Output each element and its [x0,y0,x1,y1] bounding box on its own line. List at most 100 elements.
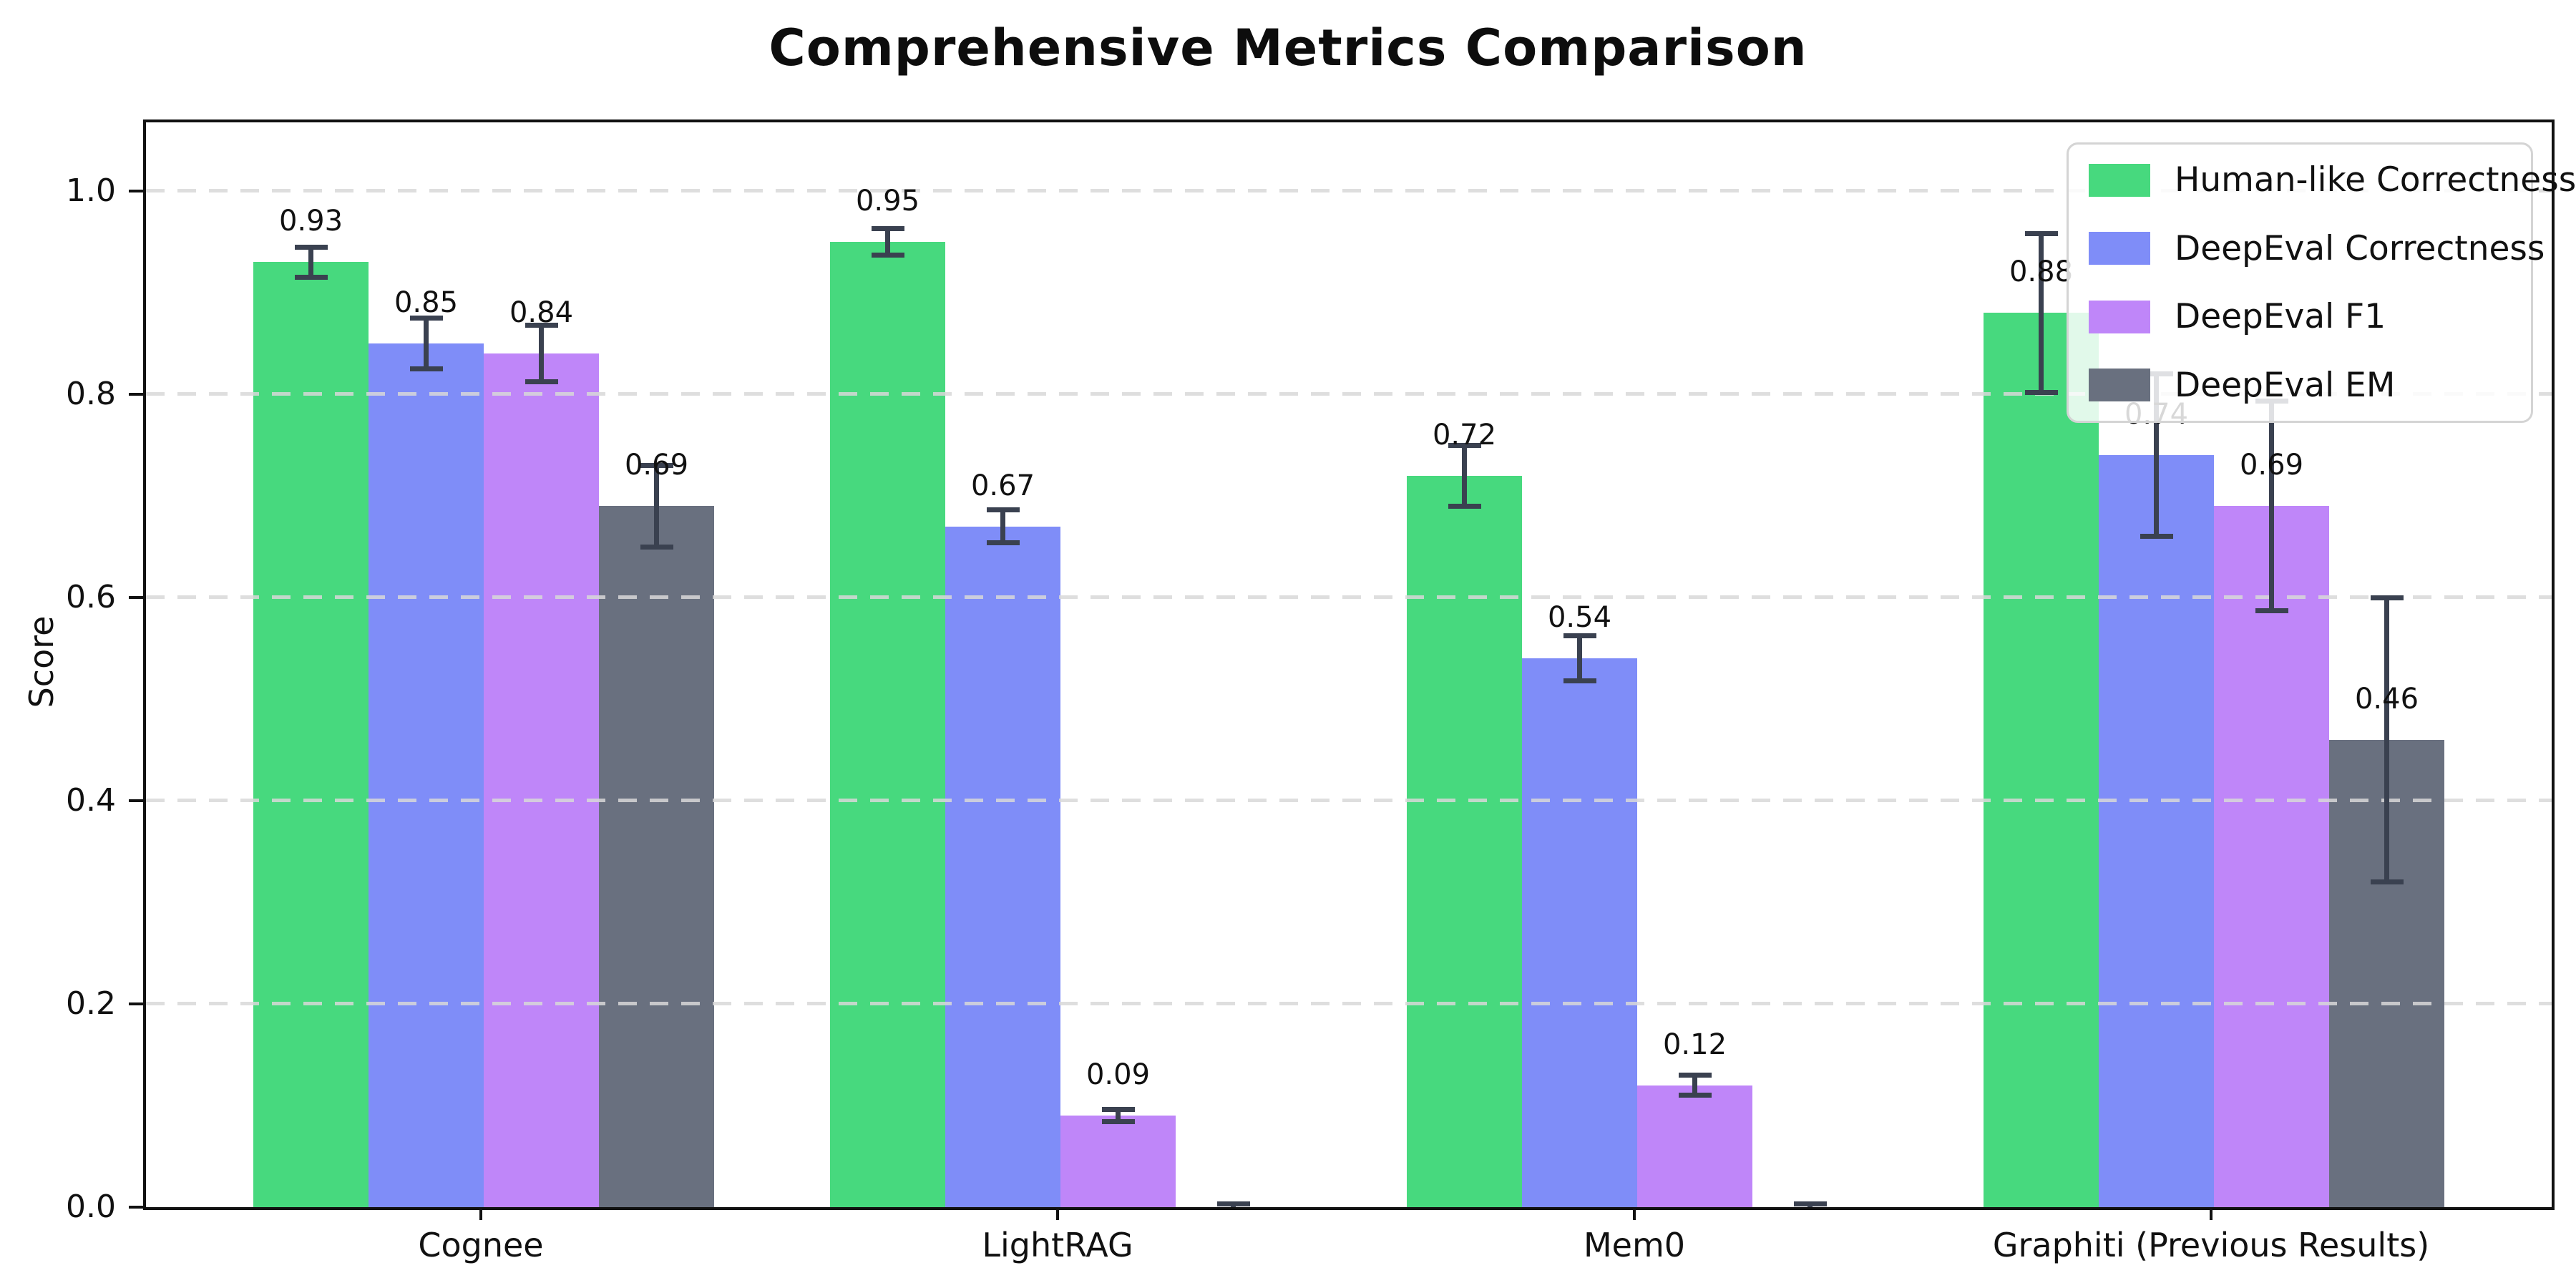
error-bar-cap-bottom [640,544,673,550]
bar-value-label: 0.54 [1547,601,1612,635]
legend-label: Human-like Correctness [2175,160,2576,200]
error-bar-line [2039,233,2044,393]
bar [1984,313,2099,1207]
x-tick-label: Cognee [418,1226,544,1264]
y-tick [129,595,143,599]
error-bar-cap-top [1678,1072,1712,1078]
error-bar-line [1000,509,1005,543]
bar-value-label: 0.93 [278,205,343,238]
bar [945,526,1060,1207]
x-tick [2210,1207,2212,1220]
error-bar-line [424,318,429,369]
legend-item: DeepEval F1 [2089,297,2511,336]
y-tick [129,799,143,802]
error-bar-cap-bottom [1101,1119,1135,1125]
error-bar-line [539,325,544,382]
error-bar-line [1116,1109,1121,1122]
error-bar-line [2269,401,2274,611]
error-bar-cap-bottom [2370,879,2404,885]
error-bar-cap-bottom [2255,608,2288,613]
error-bar-cap-bottom [871,252,904,258]
error-bar-cap-top [871,226,904,232]
error-bar-cap-top [409,316,443,321]
bar-value-label: 0.88 [2009,255,2074,289]
error-bar-cap-top [1101,1107,1135,1113]
y-tick-label: 0.6 [66,578,116,615]
legend-label: DeepEval F1 [2175,297,2386,337]
x-tick [1056,1207,1059,1220]
x-axis: Cognee LightRAG Mem0 Graphiti (Previous Res… [143,1207,2549,1286]
y-tick-label: 0.2 [66,985,116,1022]
error-bar-cap-bottom [1678,1093,1712,1098]
error-bar-cap-top [2024,231,2058,237]
error-bar-line [2384,597,2389,882]
legend-swatch [2089,300,2150,333]
error-bar-cap-top [1793,1201,1827,1207]
bar [484,353,599,1207]
y-tick-label: 0.8 [66,375,116,412]
y-tick-label: 0.4 [66,781,116,819]
legend-label: DeepEval Correctness [2175,228,2545,268]
bar [2214,506,2329,1207]
y-tick-label: 0.0 [66,1189,116,1225]
error-bar-cap-top [2370,595,2404,600]
legend: Human-like Correctness DeepEval Correctne… [2067,142,2576,423]
bar [369,343,484,1207]
error-bar-line [885,228,890,255]
bar-value-label: 0.69 [2239,449,2304,482]
bar-value-label: 0.09 [1085,1058,1151,1092]
chart-title: Comprehensive Metrics Comparison [769,19,1807,77]
x-tick-label: Mem0 [1583,1226,1686,1264]
bar-value-label: 0.69 [624,449,689,482]
error-bar-line [1692,1075,1697,1096]
error-bar-cap-bottom [525,379,558,385]
x-tick-label: LightRAG [982,1226,1133,1264]
error-bar-line [308,247,313,278]
gridline [146,1002,2552,1005]
y-tick [129,1206,143,1209]
bar [253,262,369,1207]
error-bar-cap-bottom [986,540,1020,545]
bar [2099,455,2214,1207]
bar-value-label: 0.46 [2354,682,2419,716]
error-bar-cap-bottom [1563,678,1596,683]
error-bar-line [1462,445,1467,507]
bar [1407,475,1522,1207]
error-bar-cap-top [640,462,673,468]
gridline [146,189,2552,192]
gridline [146,799,2552,802]
legend-item: DeepEval EM [2089,366,2511,405]
error-bar-line [1577,635,1582,681]
error-bar-cap-top [986,507,1020,513]
error-bar-cap-bottom [409,366,443,371]
y-tick [129,189,143,192]
bar-value-label: 0.95 [855,185,920,218]
legend-item: DeepEval Correctness [2089,229,2545,268]
bar-value-label: 0.72 [1432,418,1497,452]
error-bar-line [654,465,659,547]
y-axis: 0.0 0.2 0.4 0.6 0.8 1.0 [0,119,143,1225]
bar-value-label: 0.12 [1662,1028,1727,1061]
gridline [146,595,2552,599]
bar [599,506,714,1207]
bar-value-label: 0.85 [394,286,459,319]
x-tick [1633,1207,1636,1220]
error-bar-cap-top [1448,442,1481,448]
y-tick [129,392,143,396]
x-tick-label: Graphiti (Previous Results) [1992,1226,2430,1264]
legend-swatch [2089,232,2150,265]
legend-label: DeepEval EM [2175,365,2396,405]
bar [1060,1116,1176,1207]
bar [1637,1085,1752,1207]
bar-value-label: 0.84 [509,296,574,330]
bar [1522,658,1637,1207]
bar [830,242,945,1207]
error-bar-cap-top [1563,633,1596,639]
y-tick-label: 1.0 [66,172,116,209]
x-tick [479,1207,482,1220]
error-bar-cap-top [1216,1201,1250,1207]
error-bar-cap-bottom [2140,534,2173,540]
legend-swatch [2089,369,2150,402]
error-bar-cap-bottom [2024,389,2058,395]
y-tick [129,1002,143,1005]
